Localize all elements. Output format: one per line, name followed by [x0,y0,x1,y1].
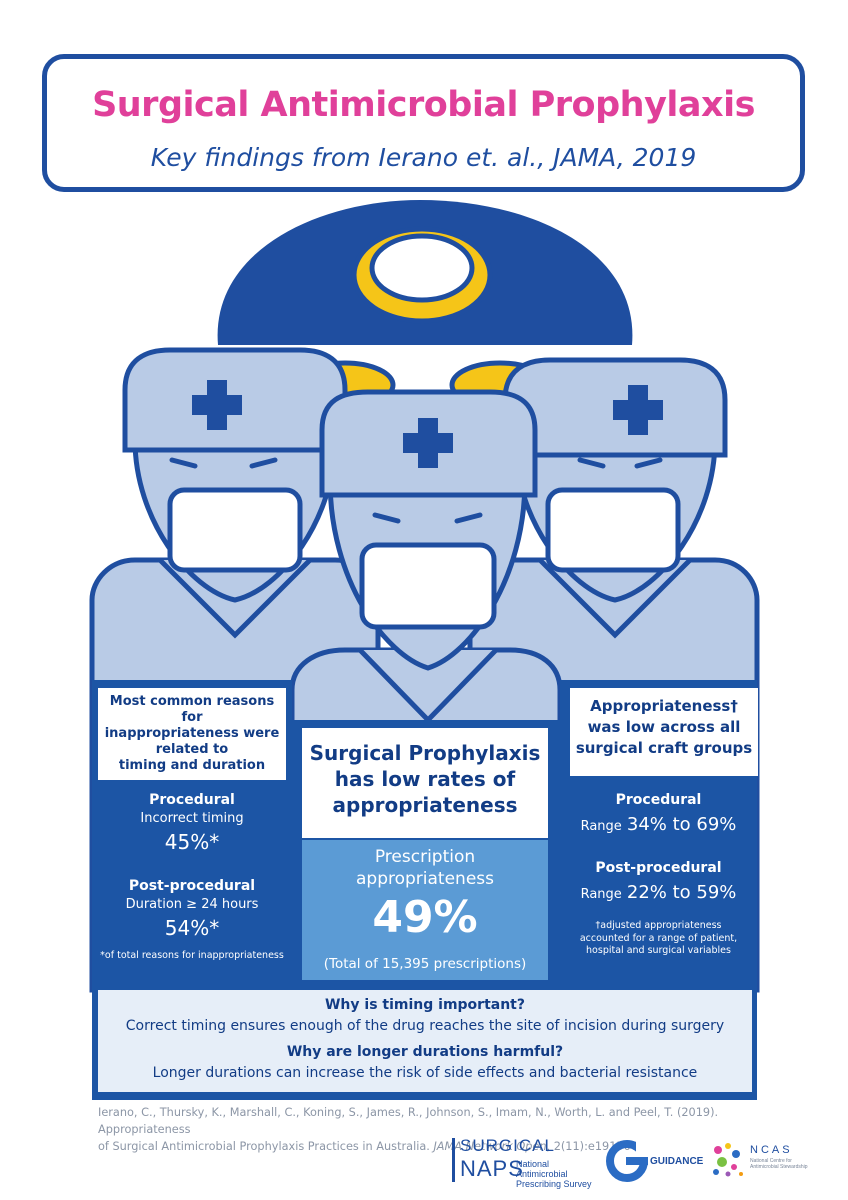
surgical-naps-logo: SURGICAL NAPS National Antimicrobial Pre… [452,1136,602,1189]
right-footnote-line: accounted for a range of patient, [579,932,738,944]
title-box: Surgical Antimicrobial Prophylaxis Key f… [42,54,805,192]
guidance-logo: GUIDANCE [606,1136,716,1186]
right-post-range: Range 22% to 59% [560,882,757,903]
right-procedural-range: Range 34% to 69% [560,814,757,835]
range-value: 22% to 59% [626,882,737,903]
ncas-dots-icon [713,1143,743,1177]
left-procedural-value: 45%* [164,830,220,854]
info-answer-duration: Longer durations can increase the risk o… [152,1065,698,1081]
left-procedural-desc: Incorrect timing [140,811,244,826]
logo-bar [452,1138,455,1182]
range-prefix: Range [580,819,622,834]
info-question-timing: Why is timing important? [324,997,525,1013]
left-heading-line: inappropriateness were [104,726,280,741]
citation-line: Ierano, C., Thursky, K., Marshall, C., K… [98,1106,719,1136]
left-panel-heading: Most common reasons for inappropriatenes… [98,688,286,780]
right-post-label: Post-procedural [595,860,722,876]
logo-text-naps: NAPS [460,1156,524,1181]
right-footnote: †adjusted appropriateness accounted for … [560,920,757,958]
center-metric-note: (Total of 15,395 prescriptions) [323,956,527,972]
guidance-g-icon [606,1140,648,1182]
left-post-value: 54%* [164,916,220,940]
range-prefix: Range [580,887,622,902]
left-post-label: Post-procedural [128,878,256,894]
left-heading-line: Most common reasons for [109,694,275,725]
ncas-text: NCAS [750,1144,793,1156]
left-heading-line: related to [155,742,229,757]
center-metric-value: 49% [372,892,478,943]
left-footnote: *of total reasons for inappropriateness [100,950,284,961]
center-heading-line: has low rates of [334,767,516,791]
info-box: Why is timing important? Correct timing … [98,990,752,1092]
page-title: Surgical Antimicrobial Prophylaxis [92,85,755,125]
ncas-subtitle: National Centre for Antimicrobial Stewar… [750,1158,808,1170]
right-procedural-label: Procedural [615,792,702,808]
ncas-subtitle-line: Antimicrobial Stewardship [750,1164,808,1170]
center-metric-label-line: Prescription [374,847,476,867]
ncas-subtitle-line: National Centre for [750,1158,792,1164]
logo-text-surgical: SURGICAL [460,1136,555,1155]
page-subtitle: Key findings from Ierano et. al., JAMA, … [150,143,697,172]
range-value: 34% to 69% [626,814,737,835]
ncas-logo: NCAS National Centre for Antimicrobial S… [708,1136,808,1186]
logo-subtitle-line: National Antimicrobial [516,1159,568,1179]
left-procedural-label: Procedural [149,792,235,808]
logo-subtitle-line: Prescribing Survey [516,1179,592,1189]
right-heading-line: surgical craft groups [575,739,753,757]
right-heading-line: was low across all [587,718,741,736]
info-answer-timing: Correct timing ensures enough of the dru… [125,1018,725,1034]
citation: Ierano, C., Thursky, K., Marshall, C., K… [98,1104,778,1155]
center-metric-bg [302,840,548,980]
right-footnote-line: †adjusted appropriateness [595,920,722,931]
center-heading-line: appropriateness [332,793,518,817]
center-metric-label-line: appropriateness [355,869,494,889]
left-heading-line: timing and duration [118,758,266,773]
center-panel-heading: Surgical Prophylaxis has low rates of ap… [302,728,548,838]
citation-line: of Surgical Antimicrobial Prophylaxis Pr… [98,1138,778,1155]
citation-text: of Surgical Antimicrobial Prophylaxis Pr… [98,1140,430,1153]
right-heading-line: Appropriateness† [590,697,738,715]
guidance-text: GUIDANCE [650,1156,704,1167]
info-question-duration: Why are longer durations harmful? [286,1044,564,1060]
citation-journal: JAMA Network Open [433,1140,547,1153]
center-heading-line: Surgical Prophylaxis [309,741,541,765]
logo-subtitle: National Antimicrobial Prescribing Surve… [516,1159,602,1189]
right-footnote-line: hospital and surgical variables [586,945,731,956]
left-post-desc: Duration ≥ 24 hours [125,897,259,912]
right-panel-heading: Appropriateness† was low across all surg… [570,688,758,776]
center-metric-label: Prescription appropriateness [302,846,548,890]
